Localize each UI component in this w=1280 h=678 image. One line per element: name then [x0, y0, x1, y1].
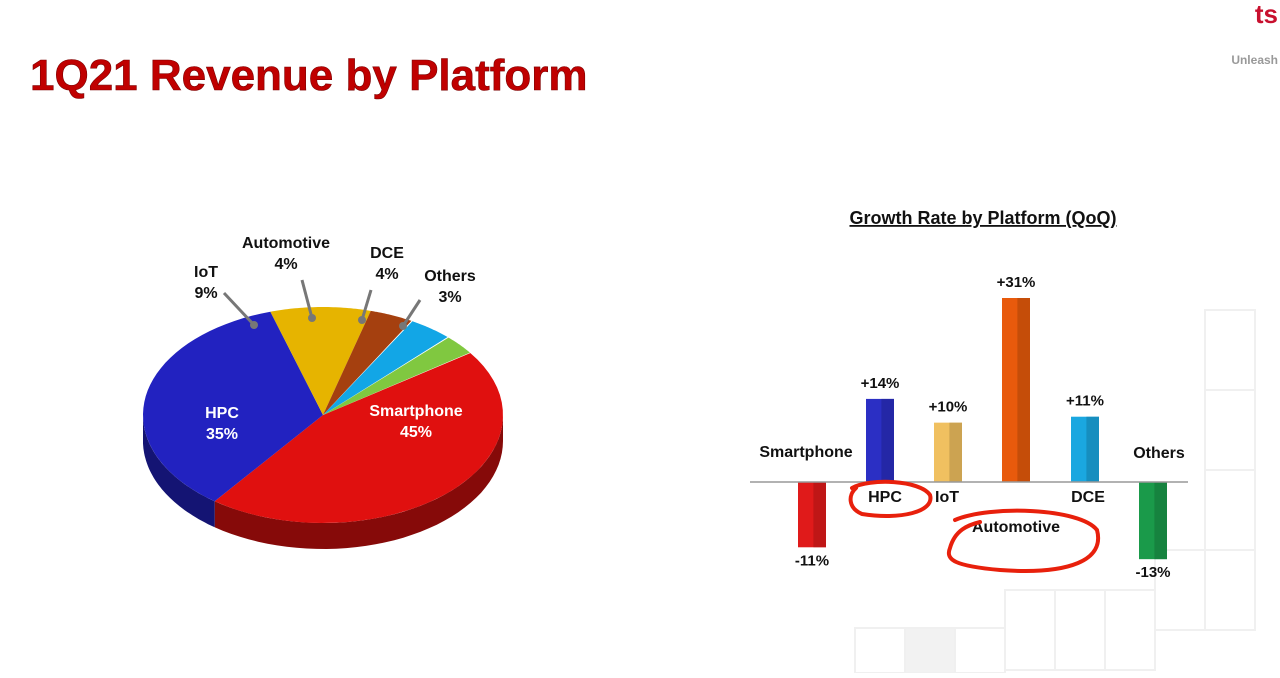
value-label: -11% [795, 552, 829, 569]
leader-line [300, 279, 314, 319]
value-label: +10% [929, 399, 968, 416]
category-label: IoT [935, 489, 959, 506]
tagline: Unleash [1231, 53, 1278, 67]
bar-shade [881, 398, 894, 482]
category-label: Smartphone [759, 444, 852, 461]
leader-dot [308, 314, 316, 322]
pie-slice [270, 307, 371, 415]
category-label: DCE [1071, 489, 1105, 506]
bar-chart: -11% Smartphone +14% HPC +10% IoT +31% Automoti… [750, 274, 1188, 581]
leader-dot [250, 321, 258, 329]
category-label: Smartphone [369, 403, 462, 420]
value-label: +31% [997, 274, 1036, 291]
bar-shade [1017, 298, 1030, 482]
value-label: 3% [438, 289, 461, 306]
pie-slice [323, 321, 448, 415]
logo: ts [1255, 0, 1278, 29]
category-label: IoT [194, 264, 218, 281]
pie-chart: Smartphone 45% HPC 35% IoT 9% Automotive 4% DCE 4… [143, 235, 503, 549]
bar-chart-title: Growth Rate by Platform (QoQ) [849, 208, 1116, 228]
bar-shade [949, 422, 962, 482]
annotation-circles [848, 479, 1101, 573]
value-label: 9% [194, 285, 217, 302]
category-label: Automotive [242, 235, 330, 252]
value-label: 35% [206, 426, 238, 443]
background-grid [854, 309, 1256, 674]
slide-title: 1Q21 Revenue by Platform [30, 51, 588, 100]
bar-shade [1154, 482, 1167, 560]
pie-side [143, 415, 215, 528]
leader-line [360, 289, 373, 321]
pie-slice [323, 337, 470, 415]
value-label: -13% [1135, 564, 1170, 581]
category-label: DCE [370, 245, 404, 262]
leader-dot [399, 322, 407, 330]
leader-dot [358, 316, 366, 324]
value-label: +14% [861, 375, 900, 392]
pie-slice [323, 310, 412, 415]
value-label: +11% [1066, 393, 1104, 410]
category-label: Others [424, 268, 476, 285]
leader-line [222, 291, 256, 327]
category-label: HPC [205, 405, 239, 422]
bar-shade [1086, 416, 1099, 482]
category-label: HPC [868, 489, 902, 506]
bar-shade [813, 482, 826, 548]
pie-slice [143, 311, 323, 502]
value-label: 45% [400, 424, 432, 441]
value-label: 4% [375, 266, 398, 283]
value-label: 4% [274, 256, 297, 273]
pie-slice [214, 353, 503, 523]
category-label: Others [1133, 445, 1185, 462]
pie-side [214, 415, 503, 549]
leader-line [401, 299, 422, 327]
category-label: Automotive [972, 519, 1060, 536]
